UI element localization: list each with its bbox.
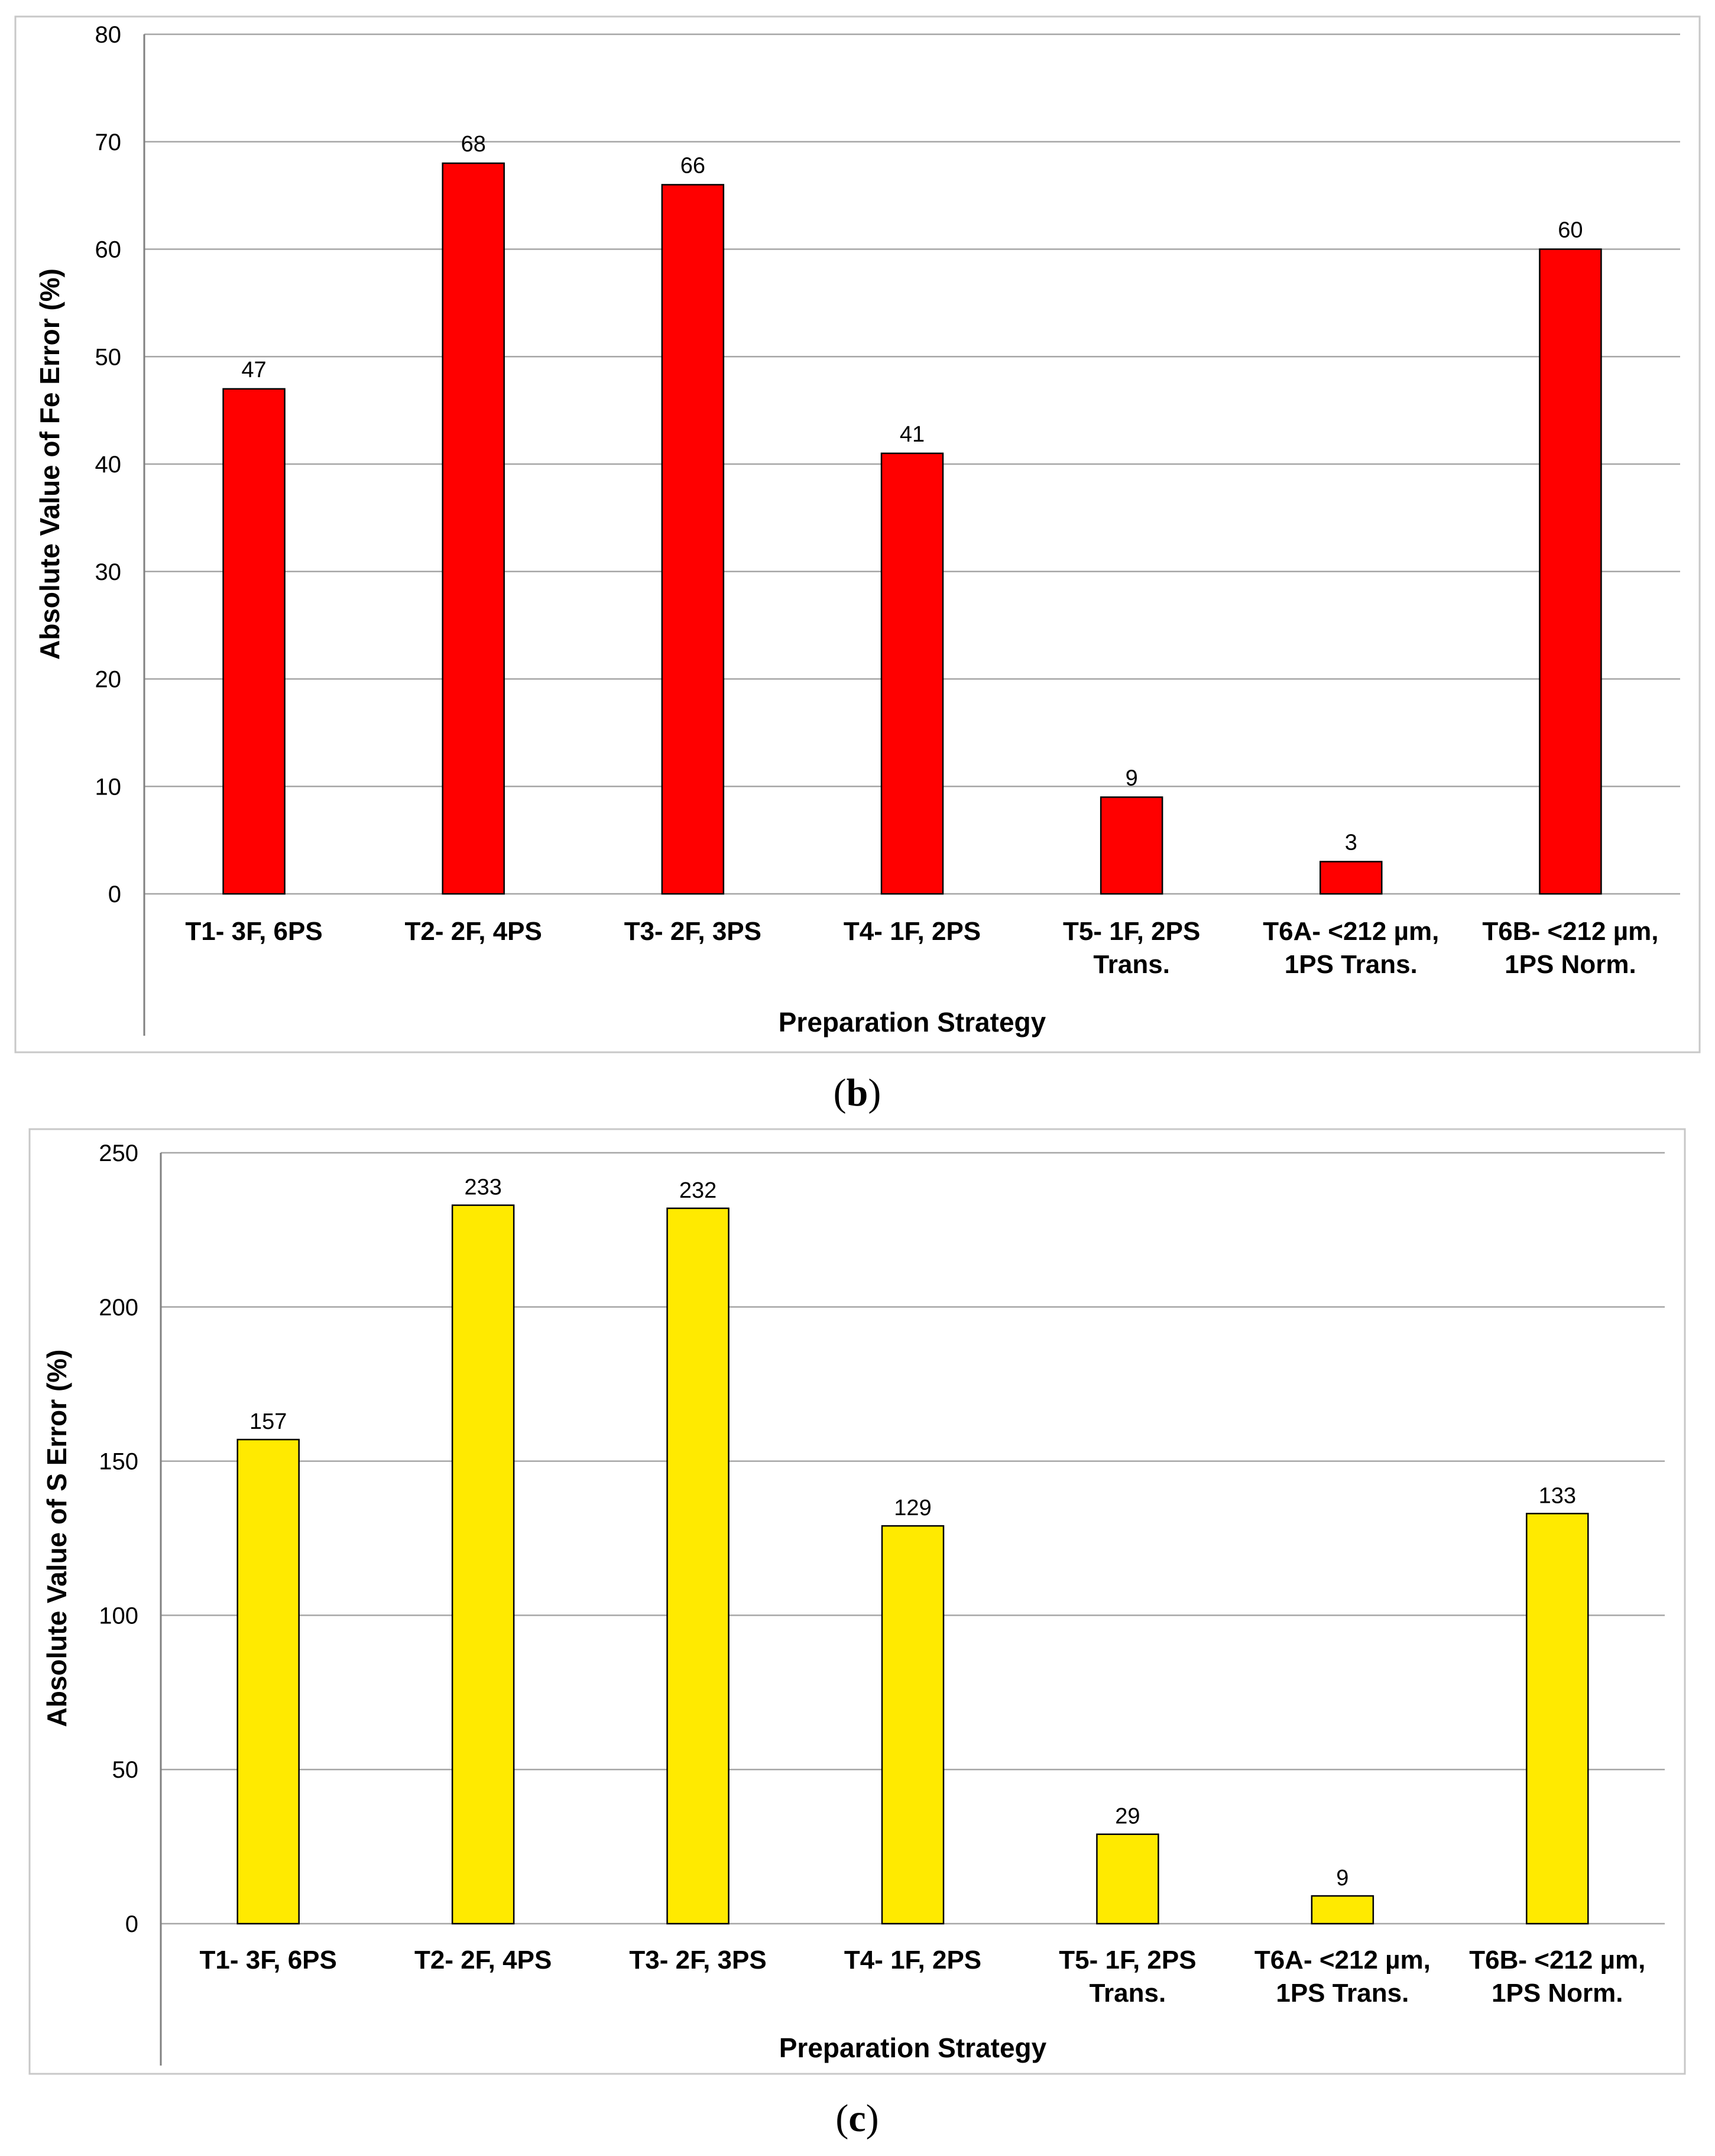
chart-b-data-label: 41: [900, 422, 925, 447]
chart-c-y-tick-label: 50: [112, 1757, 139, 1783]
chart-c: 0 50 100 150 200 250 157 T1- 3F, 6PS 233 T2- 2F, …: [41, 1140, 1665, 2066]
chart-b-data-label: 3: [1345, 830, 1357, 855]
chart-c-x-tick-label: T6A- <212 µm,: [1254, 1946, 1431, 1975]
panel-label-b: (b): [834, 1071, 881, 1114]
chart-c-bar: [1526, 1513, 1589, 1925]
chart-c-data-label: 9: [1336, 1866, 1348, 1891]
chart-c-bar: [666, 1207, 730, 1925]
chart-c-x-tick-label: Trans.: [1090, 1979, 1166, 2008]
chart-c-bar: [1096, 1833, 1159, 1925]
chart-b-x-tick-label: Trans.: [1093, 950, 1170, 979]
chart-c-data-label: 29: [1115, 1804, 1140, 1829]
chart-b-bar: [1100, 796, 1163, 895]
chart-b-y-tick-label: 50: [95, 344, 122, 370]
chart-b-x-tick-label: T5- 1F, 2PS: [1063, 917, 1200, 946]
chart-c-bar: [451, 1204, 515, 1925]
chart-c-data-label: 157: [249, 1409, 287, 1434]
chart-c-y-tick-label: 100: [99, 1603, 138, 1629]
chart-b-data-label: 60: [1558, 218, 1583, 243]
chart-b-x-tick-label: 1PS Trans.: [1285, 950, 1418, 979]
chart-c-x-tick-label: T2- 2F, 4PS: [414, 1946, 552, 1975]
chart-b-y-tick-label: 30: [95, 559, 122, 585]
chart-b-data-label: 47: [241, 358, 266, 382]
chart-b-bar: [661, 184, 725, 895]
chart-b-x-tick-label: 1PS Norm.: [1505, 950, 1636, 979]
chart-b-bar: [1539, 248, 1602, 895]
chart-b: 0 10 20 30 40 50 60 70 80 47 T1- 3F, 6PS 68 T2- 2F, …: [34, 22, 1680, 1038]
chart-b-x-tick-label: T4- 1F, 2PS: [844, 917, 981, 946]
chart-b-data-label: 66: [680, 153, 705, 178]
chart-b-frame: [14, 15, 1701, 1053]
chart-b-x-tick-label: T1- 3F, 6PS: [185, 917, 322, 946]
chart-c-data-label: 133: [1539, 1483, 1576, 1508]
chart-c-y-axis-title: Absolute Value of S Error (%): [41, 1350, 72, 1727]
chart-b-y-tick-label: 40: [95, 452, 122, 478]
chart-c-x-tick-label: T5- 1F, 2PS: [1059, 1946, 1196, 1975]
chart-b-x-tick-label: T3- 2F, 3PS: [624, 917, 761, 946]
chart-b-bar: [222, 388, 286, 895]
chart-c-x-axis-title: Preparation Strategy: [779, 2032, 1047, 2063]
chart-c-frame: [28, 1128, 1686, 2075]
chart-b-x-tick-label: T2- 2F, 4PS: [405, 917, 542, 946]
chart-c-x-tick-label: T6B- <212 µm,: [1469, 1946, 1645, 1975]
chart-b-y-tick-label: 80: [95, 22, 122, 48]
chart-b-y-tick-label: 70: [95, 129, 122, 155]
chart-b-bar: [1320, 861, 1383, 895]
chart-c-data-label: 129: [894, 1496, 931, 1520]
chart-b-y-tick-label: 60: [95, 237, 122, 263]
chart-b-x-axis-title: Preparation Strategy: [779, 1007, 1046, 1038]
chart-b-x-tick-label: T6B- <212 µm,: [1482, 917, 1658, 946]
chart-c-x-tick-label: 1PS Trans.: [1276, 1979, 1409, 2008]
chart-b-y-tick-label: 10: [95, 774, 122, 800]
chart-c-x-tick-label: T4- 1F, 2PS: [844, 1946, 981, 1975]
chart-b-bar: [442, 162, 505, 895]
chart-b-y-tick-label: 20: [95, 667, 122, 693]
chart-c-y-tick-label: 0: [125, 1911, 138, 1937]
chart-b-data-label: 68: [461, 132, 486, 157]
chart-c-y-tick-label: 150: [99, 1449, 138, 1475]
chart-b-y-axis-title: Absolute Value of Fe Error (%): [34, 268, 65, 660]
chart-c-data-label: 233: [464, 1175, 501, 1200]
chart-b-bar: [880, 452, 944, 895]
chart-c-bar: [1311, 1895, 1374, 1925]
chart-c-x-tick-label: 1PS Norm.: [1492, 1979, 1623, 2008]
chart-c-y-tick-label: 200: [99, 1295, 138, 1321]
chart-c-x-tick-label: T1- 3F, 6PS: [200, 1946, 337, 1975]
chart-b-data-label: 9: [1126, 766, 1138, 790]
chart-b-y-tick-label: 0: [108, 881, 121, 907]
chart-c-x-tick-label: T3- 2F, 3PS: [629, 1946, 766, 1975]
panel-label-c: (c): [835, 2097, 878, 2140]
chart-c-bar: [236, 1438, 300, 1925]
chart-c-data-label: 232: [679, 1178, 717, 1203]
chart-b-x-tick-label: T6A- <212 µm,: [1263, 917, 1439, 946]
chart-c-bar: [881, 1525, 945, 1925]
chart-c-y-tick-label: 250: [99, 1140, 138, 1166]
